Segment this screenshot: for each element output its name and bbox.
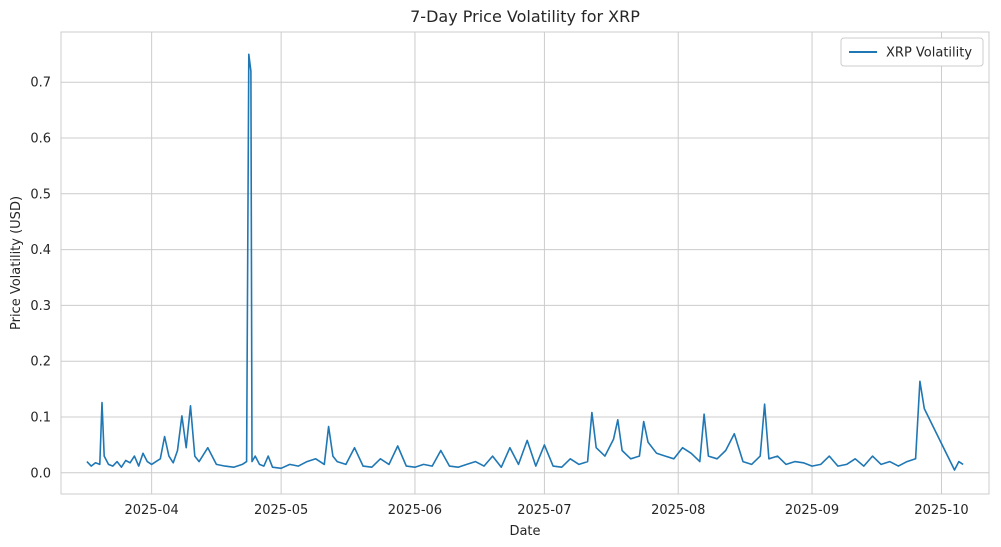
y-tick-label: 0.1	[30, 411, 51, 426]
x-tick-label: 2025-08	[651, 503, 705, 518]
legend-box	[840, 37, 984, 67]
x-axis-label: Date	[509, 524, 540, 539]
y-tick-label: 0.4	[30, 243, 51, 258]
y-axis-label: Price Volatility (USD)	[9, 196, 24, 330]
x-tick-label: 2025-06	[388, 503, 442, 518]
x-tick-label: 2025-04	[124, 503, 178, 518]
x-tick-label: 2025-10	[914, 503, 968, 518]
legend-label: XRP Volatility	[886, 46, 972, 61]
x-tick-label: 2025-05	[254, 503, 308, 518]
y-tick-label: 0.5	[30, 187, 51, 202]
y-tick-label: 0.3	[30, 299, 51, 314]
series-line-xrp-volatility	[86, 53, 964, 471]
x-tick-labels: 2025-04 2025-05 2025-06 2025-07 2025-08 2025-…	[124, 503, 968, 518]
chart-title: 7-Day Price Volatility for XRP	[410, 7, 640, 26]
y-tick-label: 0.0	[30, 466, 51, 481]
y-gridlines	[61, 81, 989, 474]
y-tick-label: 0.2	[30, 355, 51, 370]
legend: XRP Volatility	[840, 37, 984, 67]
x-tick-label: 2025-07	[517, 503, 571, 518]
y-tick-label: 0.6	[30, 132, 51, 147]
y-tick-label: 0.7	[30, 76, 51, 91]
series-layer	[86, 53, 964, 471]
x-tick-label: 2025-09	[785, 503, 839, 518]
axes-frame	[60, 31, 990, 495]
y-tick-labels: 0.0 0.1 0.2 0.3 0.4 0.5 0.6 0.7	[30, 76, 51, 482]
